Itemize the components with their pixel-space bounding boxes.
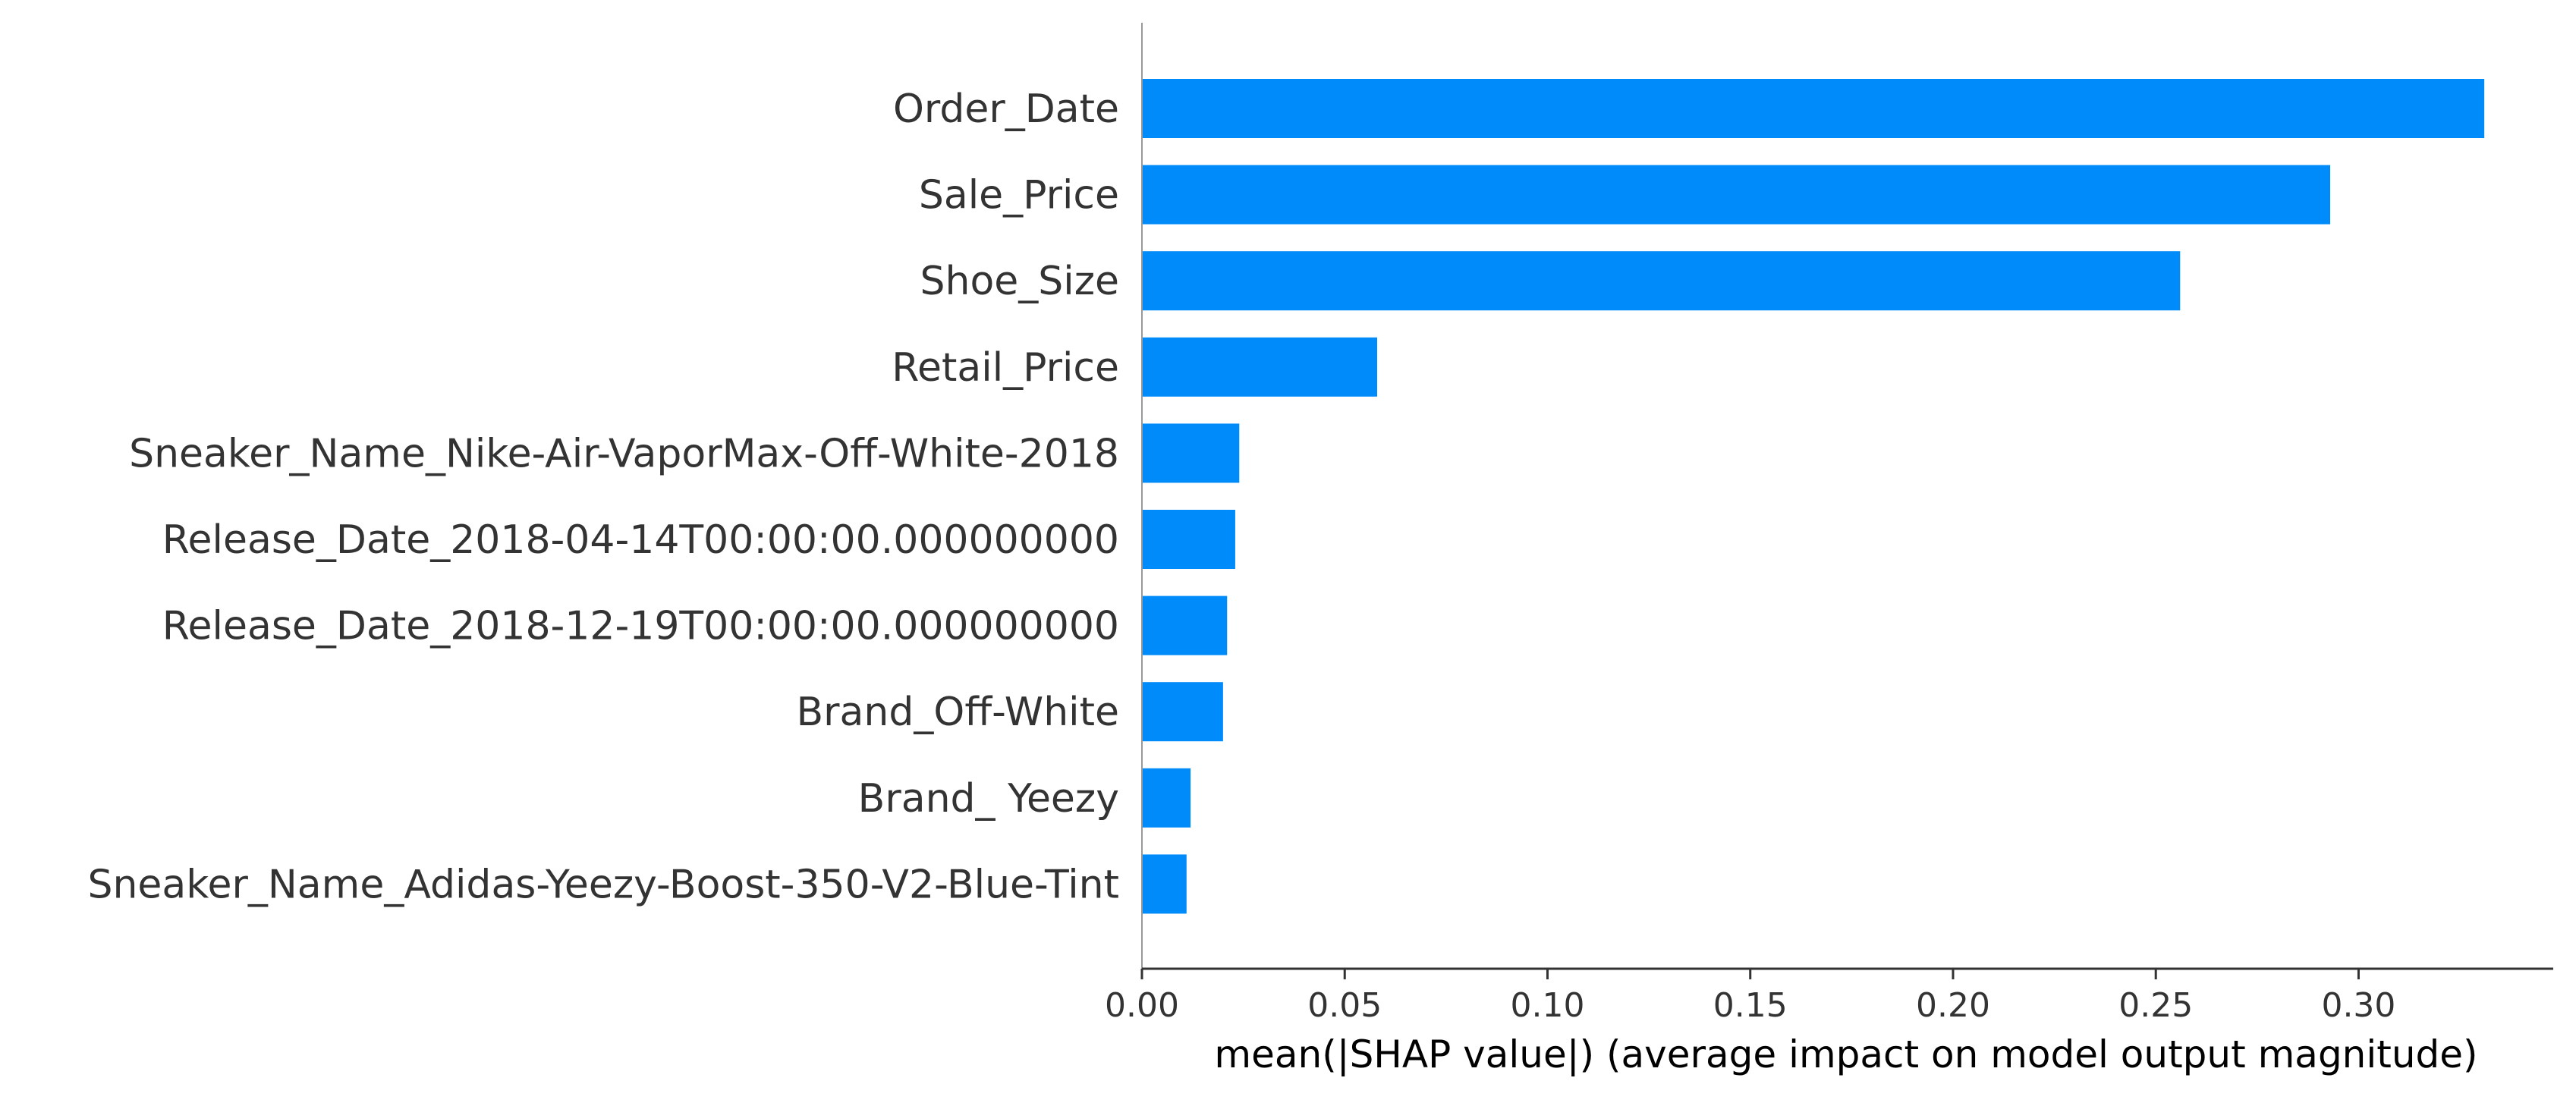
bar <box>1142 251 2181 311</box>
category-label: Sale_Price <box>919 173 1119 218</box>
x-tick-label: 0.10 <box>1510 986 1584 1025</box>
bars-layer <box>1142 79 2485 914</box>
x-tick-label: 0.00 <box>1105 986 1179 1025</box>
x-tick-label: 0.25 <box>2118 986 2193 1025</box>
category-label: Release_Date_2018-12-19T00:00:00.0000000… <box>162 604 1119 649</box>
axis-layer: 0.00 0.05 0.10 0.15 0.20 0.25 0.30 <box>1105 23 2553 1025</box>
category-label: Brand_Off-White <box>797 690 1120 735</box>
category-label: Retail_Price <box>892 345 1119 391</box>
x-tick-label: 0.20 <box>1916 986 1990 1025</box>
bar <box>1142 510 1235 569</box>
bar <box>1142 595 1228 655</box>
bar <box>1142 337 1377 397</box>
category-label: Sneaker_Name_Nike-Air-VaporMax-Off-White… <box>129 431 1119 476</box>
bar <box>1142 423 1240 483</box>
bar <box>1142 768 1191 828</box>
category-label: Order_Date <box>893 86 1119 132</box>
bar <box>1142 854 1187 914</box>
category-label: Shoe_Size <box>920 259 1119 304</box>
x-tick-label: 0.30 <box>2321 986 2395 1025</box>
category-label: Brand_ Yeezy <box>858 776 1119 822</box>
x-axis-label: mean(|SHAP value|) (average impact on mo… <box>1214 1032 2477 1076</box>
x-tick-label: 0.05 <box>1307 986 1382 1025</box>
bar <box>1142 165 2331 225</box>
bar <box>1142 682 1223 742</box>
bar <box>1142 79 2485 138</box>
category-label: Release_Date_2018-04-14T00:00:00.0000000… <box>162 517 1119 563</box>
category-label: Sneaker_Name_Adidas-Yeezy-Boost-350-V2-B… <box>87 862 1119 907</box>
category-labels-layer: Order_Date Sale_Price Shoe_Size Retail_Pric… <box>87 86 1119 907</box>
x-tick-label: 0.15 <box>1713 986 1788 1025</box>
